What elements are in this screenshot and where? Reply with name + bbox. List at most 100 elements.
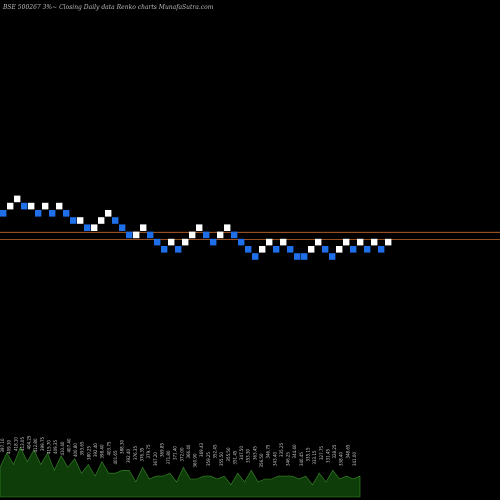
renko-brick-down xyxy=(301,253,308,260)
renko-brick-up xyxy=(133,231,140,239)
volume-label: 352.45 xyxy=(213,444,218,458)
renko-brick-down xyxy=(245,246,252,253)
renko-brick-down xyxy=(126,231,133,239)
volume-label: 407.40 xyxy=(66,438,71,452)
renko-brick-up xyxy=(259,246,266,253)
renko-brick-down xyxy=(210,238,217,246)
renko-brick-up xyxy=(77,217,84,224)
renko-brick-up xyxy=(105,210,112,217)
renko-brick-down xyxy=(273,246,280,253)
renko-brick-up xyxy=(315,238,322,246)
volume-label: 346.75 xyxy=(266,444,271,458)
renko-brick-up xyxy=(189,231,196,239)
renko-brick-down xyxy=(161,246,168,253)
renko-brick-up xyxy=(336,246,343,253)
volume-label: 340.45 xyxy=(299,452,304,466)
renko-brick-up xyxy=(266,238,273,246)
volume-label: 379.75 xyxy=(146,444,151,458)
volume-label: 409.30 xyxy=(7,440,12,454)
renko-brick-up xyxy=(217,231,224,239)
volume-label: 369.43 xyxy=(199,443,204,457)
chart-title: BSE 500267 3%~ Closing Daily data Renko … xyxy=(2,4,214,11)
renko-brick-down xyxy=(175,246,182,253)
volume-label: 376.35 xyxy=(133,446,138,460)
volume-label: 380.25 xyxy=(86,446,91,460)
renko-brick-up xyxy=(28,202,35,210)
volume-label: 347.50 xyxy=(239,446,244,460)
volume-label: 409.35 xyxy=(53,440,58,454)
renko-brick-up xyxy=(42,202,49,210)
volume-label: 397.10 xyxy=(0,438,5,452)
volume-label: 413.05 xyxy=(20,437,25,451)
renko-brick-up xyxy=(357,238,364,246)
volume-label: 371.40 xyxy=(173,446,178,460)
renko-brick-up xyxy=(224,224,231,231)
volume-label: 412.80 xyxy=(33,438,38,452)
renko-brick-up xyxy=(56,202,63,210)
renko-brick-down xyxy=(364,246,371,253)
renko-brick-down xyxy=(21,202,28,210)
renko-brick-up xyxy=(280,238,287,246)
renko-brick-down xyxy=(0,210,7,217)
volume-label: 403.75 xyxy=(106,441,111,455)
volume-label: 353.30 xyxy=(246,449,251,463)
volume-label: 360.90 xyxy=(193,453,198,467)
volume-label: 399.75 xyxy=(40,436,45,450)
volume-label: 400.80 xyxy=(73,443,78,457)
volume-label: 335.25 xyxy=(279,443,284,457)
renko-brick-down xyxy=(252,253,259,260)
volume-label: 366.40 xyxy=(186,444,191,458)
volume-label: 398.40 xyxy=(100,444,105,458)
renko-brick-up xyxy=(385,238,392,246)
renko-brick-down xyxy=(70,217,77,224)
renko-brick-up xyxy=(140,224,147,231)
volume-label: 418.10 xyxy=(13,437,18,451)
volume-label: 348.65 xyxy=(345,444,350,458)
volume-label: 338.40 xyxy=(339,452,344,466)
volume-labels: 397.10 409.30 418.10 413.05 404.25 412.80 399.… xyxy=(0,435,357,467)
renko-brick-up xyxy=(168,238,175,246)
renko-brick-up xyxy=(343,238,350,246)
volume-label: 369.85 xyxy=(159,443,164,457)
renko-brick-down xyxy=(231,231,238,239)
renko-brick-up xyxy=(196,224,203,231)
volume-label: 415.70 xyxy=(47,440,52,454)
volume-label: 392.40 xyxy=(126,449,131,463)
volume-label: 327.75 xyxy=(319,446,324,460)
volume-label: 355.50 xyxy=(219,452,224,466)
renko-brick-down xyxy=(322,246,329,253)
renko-brick-up xyxy=(14,195,21,203)
renko-brick-up xyxy=(91,224,98,231)
volume-label: 404.25 xyxy=(27,435,32,449)
volume-label: 335.15 xyxy=(306,447,311,461)
volume-label: 343.40 xyxy=(272,452,277,466)
volume-label: 367.20 xyxy=(153,452,158,466)
renko-brick-down xyxy=(287,246,294,253)
volume-label: 376.35 xyxy=(140,447,145,461)
volume-fill xyxy=(0,446,361,498)
renko-brick-down xyxy=(147,231,154,239)
renko-brick-down xyxy=(35,210,42,217)
renko-brick-down xyxy=(378,246,385,253)
volume-label: 355.50 xyxy=(226,447,231,461)
renko-brick-up xyxy=(182,238,189,246)
renko-bricks xyxy=(0,195,392,260)
volume-label: 331.45 xyxy=(325,449,330,463)
volume-label: 333.15 xyxy=(312,450,317,464)
renko-brick-up xyxy=(98,217,105,224)
renko-brick-down xyxy=(84,224,91,231)
volume-label: 359.25 xyxy=(206,452,211,466)
volume-label: 351.45 xyxy=(233,450,238,464)
volume-label: 341.00 xyxy=(352,452,357,466)
renko-brick-down xyxy=(154,238,161,246)
volume-label: 410.40 xyxy=(60,441,65,455)
volume-label: 392.40 xyxy=(93,443,98,457)
renko-brick-down xyxy=(294,253,301,260)
volume-label: 363.45 xyxy=(252,446,257,460)
renko-brick-down xyxy=(350,246,357,253)
volume-label: 346.25 xyxy=(286,452,291,466)
renko-brick-up xyxy=(371,238,378,246)
volume-label: 344.40 xyxy=(292,444,297,458)
volume-label: 388.30 xyxy=(120,440,125,454)
